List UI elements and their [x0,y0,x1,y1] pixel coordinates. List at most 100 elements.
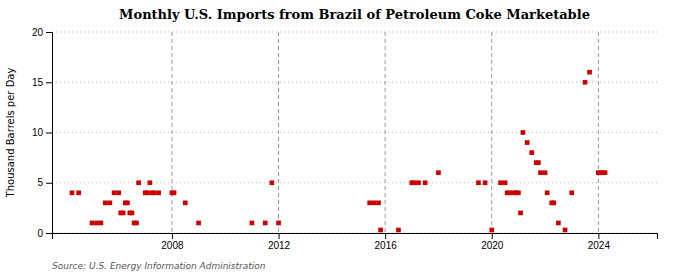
x-tick-mark [172,233,173,239]
x-axis-line [53,234,658,240]
x-tick: 2008 [161,233,184,251]
point [112,190,117,195]
point [529,150,534,155]
x-tick: 2016 [375,233,398,251]
point [525,140,530,145]
y-tick-mark [46,32,52,33]
x-tick-label: 2016 [375,240,398,251]
y-tick-label: 15 [32,77,44,88]
point [483,180,488,185]
point [552,201,557,206]
y-tick-mark [46,133,52,134]
point [396,228,401,233]
point [518,211,523,216]
y-tick-mark [46,233,52,234]
x-axis: 2008 2012 2016 2020 2024 [53,233,658,251]
point [90,221,95,226]
point [196,221,201,226]
y-tick-mark [46,183,52,184]
x-tick-label: 2008 [161,240,184,251]
y-tick-label: 5 [37,177,43,188]
point [183,201,188,206]
point [103,201,108,206]
point [416,180,421,185]
y-tick: 0 [37,228,52,239]
point [516,190,521,195]
y-grid-line [52,32,657,33]
y-grid-line [52,132,657,133]
point [70,190,75,195]
y-tick: 5 [37,177,52,188]
point [412,180,417,185]
point [536,160,541,165]
point [476,180,481,185]
points [70,70,608,232]
point [563,228,568,233]
point [76,190,81,195]
x-grid-line [598,32,599,233]
point [116,190,121,195]
point [587,70,592,75]
point [489,228,494,233]
y-grid-line [52,182,657,183]
point [423,180,428,185]
x-tick-mark [279,233,280,239]
point [152,190,157,195]
grid [52,32,657,233]
point [121,211,126,216]
title: Monthly U.S. Imports from Brazil of Petr… [119,7,590,22]
point [270,180,275,185]
y-tick-mark [46,82,52,83]
x-tick-label: 2024 [588,240,611,251]
point [603,170,608,175]
point [378,228,383,233]
point [98,221,103,226]
x-tick-mark [492,233,493,239]
point [125,201,130,206]
y-axis-line [46,33,53,234]
point [276,221,281,226]
y-axis: 0 5 10 15 20 [32,27,53,239]
point [507,190,512,195]
point [130,211,135,216]
y-tick-label: 10 [32,127,44,138]
x-grid-line [278,32,279,233]
y-grid-line [52,82,657,83]
y-tick: 20 [32,27,52,38]
y-axis-title: Thousand Barrels per Day [5,68,16,199]
point [376,201,381,206]
x-grid-line [171,32,172,233]
point [372,201,377,206]
point [134,221,139,226]
y-tick: 15 [32,77,52,88]
point [145,190,150,195]
x-grid-line [491,32,492,233]
point [156,190,161,195]
point [172,190,177,195]
point [543,170,548,175]
y-tick-label: 0 [37,228,43,239]
point [136,180,141,185]
point [545,190,550,195]
y-tick: 10 [32,127,52,138]
point [107,201,112,206]
x-tick: 2024 [588,233,611,251]
point [538,170,543,175]
x-tick: 2012 [268,233,291,251]
x-grid-line [385,32,386,233]
y-tick-label: 20 [32,27,44,38]
chart: 2008 2012 2016 2020 2024 0 5 10 15 20 Monthly U.S.… [0,0,675,275]
point [556,221,561,226]
point [436,170,441,175]
point [521,130,526,135]
point [147,180,152,185]
point [94,221,99,226]
point [250,221,255,226]
point [367,201,372,206]
x-tick-label: 2020 [481,240,504,251]
point [498,180,503,185]
point [583,80,588,85]
x-tick-mark [598,233,599,239]
x-tick: 2020 [481,233,504,251]
x-tick-mark [385,233,386,239]
